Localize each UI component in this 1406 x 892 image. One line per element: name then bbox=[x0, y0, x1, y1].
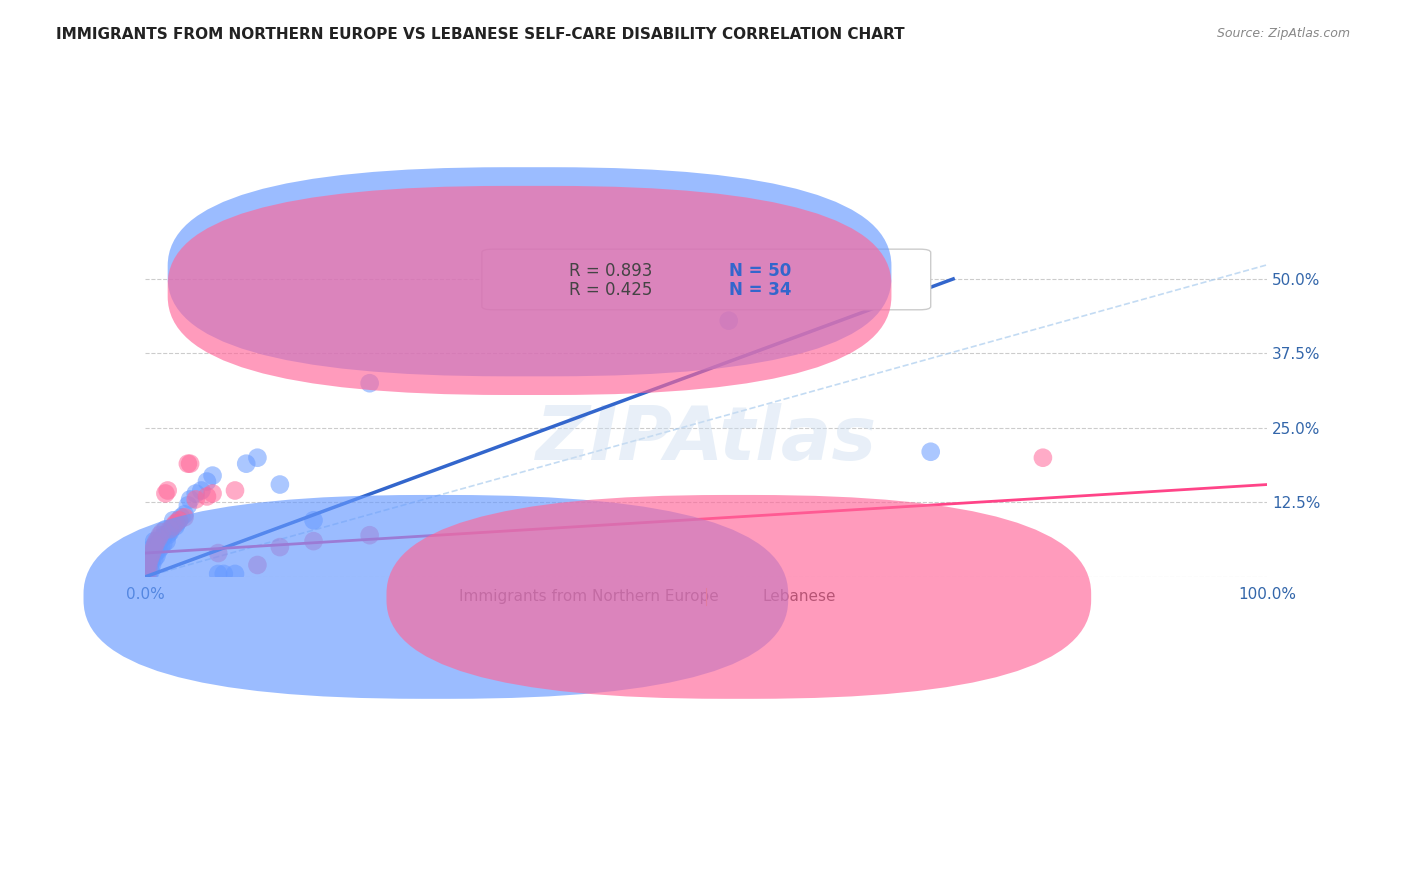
Point bbox=[149, 528, 172, 542]
Point bbox=[135, 564, 157, 578]
Point bbox=[136, 558, 159, 572]
Point bbox=[156, 483, 179, 498]
Point bbox=[143, 534, 166, 549]
Point bbox=[167, 513, 190, 527]
Point bbox=[150, 525, 173, 540]
Point bbox=[165, 519, 187, 533]
Text: IMMIGRANTS FROM NORTHERN EUROPE VS LEBANESE SELF-CARE DISABILITY CORRELATION CHA: IMMIGRANTS FROM NORTHERN EUROPE VS LEBAN… bbox=[56, 27, 905, 42]
Point bbox=[173, 510, 195, 524]
Text: Lebanese: Lebanese bbox=[762, 589, 837, 604]
Point bbox=[302, 534, 325, 549]
FancyBboxPatch shape bbox=[387, 495, 1091, 698]
Point bbox=[235, 457, 257, 471]
Point bbox=[302, 513, 325, 527]
Point bbox=[184, 486, 207, 500]
Point bbox=[156, 528, 179, 542]
Point bbox=[195, 490, 218, 504]
Point bbox=[162, 519, 184, 533]
Point bbox=[207, 546, 229, 560]
Point bbox=[166, 516, 188, 531]
Point bbox=[1032, 450, 1054, 465]
Point bbox=[159, 525, 181, 540]
Point bbox=[143, 546, 166, 560]
Point bbox=[155, 522, 177, 536]
Point bbox=[138, 552, 160, 566]
Point bbox=[269, 477, 291, 491]
Point bbox=[148, 531, 170, 545]
Point bbox=[359, 528, 381, 542]
Point bbox=[141, 558, 163, 572]
Point bbox=[179, 492, 201, 507]
Point bbox=[142, 543, 165, 558]
Point bbox=[138, 566, 160, 581]
Point bbox=[212, 566, 235, 581]
Point bbox=[139, 549, 162, 563]
Point bbox=[141, 546, 163, 560]
Point bbox=[269, 540, 291, 554]
Point bbox=[190, 483, 212, 498]
Text: Immigrants from Northern Europe: Immigrants from Northern Europe bbox=[460, 589, 720, 604]
Point bbox=[138, 561, 160, 575]
Point bbox=[142, 540, 165, 554]
Point bbox=[145, 549, 167, 563]
Point bbox=[149, 540, 172, 554]
Point bbox=[717, 313, 740, 327]
Point bbox=[146, 537, 169, 551]
Text: N = 50: N = 50 bbox=[728, 262, 792, 280]
Point bbox=[138, 558, 160, 572]
Point bbox=[920, 444, 942, 458]
Point bbox=[142, 546, 165, 560]
Point bbox=[246, 558, 269, 572]
Point bbox=[173, 508, 195, 522]
Point bbox=[136, 566, 159, 581]
Point bbox=[177, 457, 200, 471]
Point bbox=[141, 552, 163, 566]
FancyBboxPatch shape bbox=[167, 186, 891, 395]
Point bbox=[195, 475, 218, 489]
Point bbox=[177, 499, 200, 513]
Point bbox=[201, 468, 224, 483]
Point bbox=[207, 566, 229, 581]
Point bbox=[246, 450, 269, 465]
Point bbox=[143, 537, 166, 551]
Text: N = 34: N = 34 bbox=[728, 281, 792, 299]
Point bbox=[152, 537, 174, 551]
Point bbox=[150, 531, 173, 545]
FancyBboxPatch shape bbox=[482, 249, 931, 310]
FancyBboxPatch shape bbox=[83, 495, 789, 698]
Point bbox=[143, 552, 166, 566]
Point bbox=[155, 486, 177, 500]
Text: ZIPAtlas: ZIPAtlas bbox=[536, 403, 877, 475]
Point bbox=[149, 534, 172, 549]
Point bbox=[153, 528, 176, 542]
Point bbox=[184, 492, 207, 507]
Point bbox=[170, 510, 193, 524]
Point bbox=[138, 555, 160, 569]
Point bbox=[138, 552, 160, 566]
Point bbox=[201, 486, 224, 500]
Text: R = 0.893: R = 0.893 bbox=[569, 262, 652, 280]
Point bbox=[136, 564, 159, 578]
Point bbox=[138, 561, 160, 575]
Point bbox=[179, 457, 201, 471]
Point bbox=[139, 555, 162, 569]
Point bbox=[148, 543, 170, 558]
Text: R = 0.425: R = 0.425 bbox=[569, 281, 652, 299]
Point bbox=[159, 522, 181, 536]
Point bbox=[224, 566, 246, 581]
Point bbox=[167, 513, 190, 527]
Point bbox=[160, 522, 183, 536]
Point bbox=[224, 483, 246, 498]
Point bbox=[359, 376, 381, 391]
Point bbox=[143, 540, 166, 554]
Point bbox=[155, 534, 177, 549]
Point bbox=[139, 564, 162, 578]
FancyBboxPatch shape bbox=[167, 167, 891, 376]
Point bbox=[145, 540, 167, 554]
Text: Source: ZipAtlas.com: Source: ZipAtlas.com bbox=[1216, 27, 1350, 40]
Point bbox=[162, 513, 184, 527]
Point bbox=[165, 516, 187, 531]
Point bbox=[145, 534, 167, 549]
